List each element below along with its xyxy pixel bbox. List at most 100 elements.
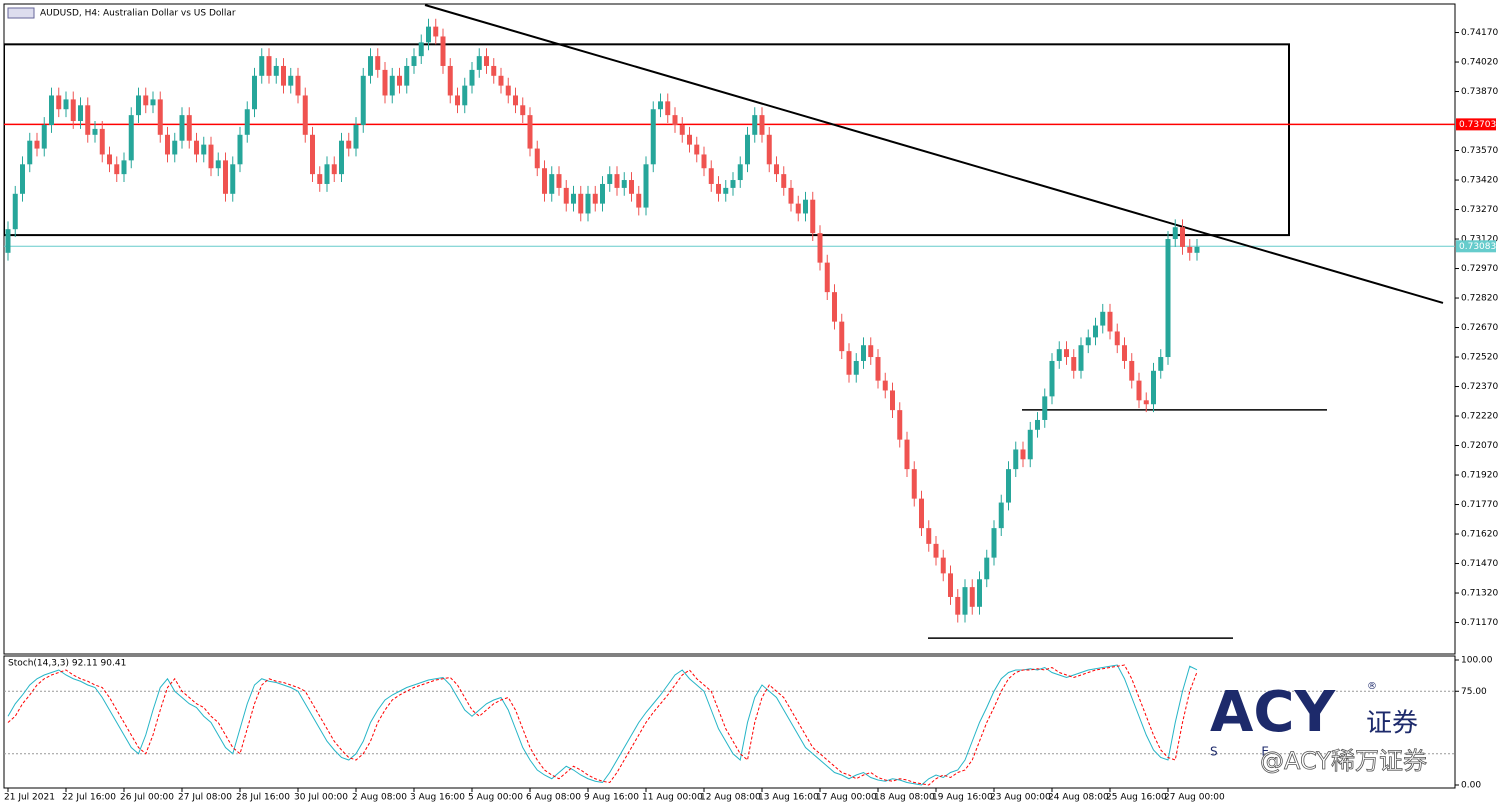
candle-body	[962, 587, 968, 615]
y-tick-label: 0.71770	[1461, 500, 1498, 510]
candle-body	[143, 95, 149, 106]
candle-body	[244, 109, 250, 135]
logo-cn: 证券	[1366, 709, 1418, 739]
candle-body	[331, 164, 337, 175]
candle-body	[578, 193, 584, 214]
candle-body	[360, 75, 366, 125]
y-tick-label: 0.72220	[1461, 412, 1498, 422]
candle-body	[926, 528, 932, 544]
candle-body	[368, 56, 373, 76]
candle-body	[563, 187, 569, 204]
candle-body	[440, 36, 446, 66]
price-tag	[1456, 118, 1496, 131]
x-tick-label: 24 Aug 08:00	[1048, 793, 1109, 803]
candle-body	[49, 95, 54, 125]
candle-body	[1078, 345, 1084, 371]
x-tick-label: 12 Aug 08:00	[700, 793, 761, 803]
candle-body	[447, 65, 453, 96]
candle-body	[1122, 345, 1127, 361]
y-tick-label: 0.71320	[1461, 589, 1498, 599]
candle-body	[1020, 449, 1026, 460]
candle-body	[803, 199, 808, 214]
x-tick-label: 23 Aug 00:00	[990, 793, 1051, 803]
x-tick-label: 25 Aug 16:00	[1106, 793, 1167, 803]
candle-body	[259, 56, 265, 76]
stoch-title: Stoch(14,3,3) 92.11 90.41	[8, 659, 126, 669]
candle-body	[977, 579, 982, 607]
candle-body	[1165, 239, 1171, 358]
x-tick-label: 19 Aug 16:00	[932, 793, 993, 803]
candle-body	[933, 543, 939, 558]
candle-body	[621, 180, 627, 188]
candle-body	[1006, 469, 1011, 503]
candle-body	[766, 134, 772, 165]
candle-body	[99, 128, 105, 155]
candle-body	[27, 140, 33, 165]
trendline	[424, 4, 1444, 304]
candle-body	[179, 115, 185, 141]
candle-body	[969, 587, 975, 607]
candle-body	[781, 174, 787, 188]
candle-body	[469, 69, 475, 86]
chart-title: AUDUSD, H4: Australian Dollar vs US Doll…	[40, 9, 236, 19]
y2-tick-label: 75.00	[1461, 687, 1487, 697]
candle-body	[846, 351, 852, 375]
candle-body	[5, 229, 11, 253]
candle-body	[150, 99, 156, 106]
candle-body	[455, 95, 460, 106]
candle-body	[339, 140, 344, 175]
candle-body	[955, 596, 961, 615]
candle-body	[737, 164, 743, 181]
stoch-line	[7, 664, 1198, 786]
x-tick-label: 6 Aug 08:00	[526, 793, 581, 803]
candle-body	[665, 101, 671, 116]
candle-body	[592, 193, 598, 204]
candle-body	[78, 105, 83, 122]
price-tag-label: 0.73703	[1459, 120, 1496, 130]
y-tick-label: 0.71920	[1461, 471, 1498, 481]
y-tick-label: 0.73870	[1461, 87, 1498, 97]
y-tick-label: 0.71470	[1461, 559, 1498, 569]
y-tick-label: 0.74020	[1461, 58, 1498, 68]
y-tick-label: 0.72070	[1461, 441, 1498, 451]
candle-body	[353, 124, 359, 149]
y-tick-label: 0.71170	[1461, 618, 1498, 628]
candle-body	[114, 164, 120, 175]
candle-body	[643, 164, 649, 208]
candle-body	[708, 168, 714, 184]
candle-body	[41, 124, 47, 149]
x-tick-label: 11 Aug 00:00	[642, 793, 703, 803]
candle-body	[1100, 311, 1106, 326]
x-tick-label: 28 Jul 16:00	[236, 793, 290, 803]
x-tick-label: 27 Jul 08:00	[178, 793, 232, 803]
candle-body	[795, 203, 801, 214]
candle-body	[273, 65, 279, 76]
price-tag	[1456, 240, 1496, 253]
candle-body	[882, 380, 888, 391]
candle-body	[397, 75, 402, 86]
candle-body	[513, 95, 518, 106]
y-tick-label: 0.72370	[1461, 382, 1498, 392]
candle-body	[194, 140, 199, 155]
candle-body	[237, 134, 243, 165]
candle-body	[288, 75, 294, 86]
candle-body	[201, 144, 207, 155]
candle-body	[629, 180, 634, 194]
candle-body	[1049, 360, 1055, 397]
candle-body	[832, 292, 837, 322]
candle-body	[556, 174, 562, 188]
candle-body	[607, 174, 613, 184]
candle-body	[752, 115, 758, 135]
candle-body	[948, 573, 953, 597]
x-tick-label: 26 Jul 00:00	[120, 793, 174, 803]
candle-body	[223, 160, 228, 194]
y-tick-label: 0.72520	[1461, 353, 1498, 363]
candle-body	[542, 168, 547, 194]
candle-body	[875, 357, 881, 381]
candle-body	[1151, 370, 1156, 405]
main-frame	[3, 3, 1456, 655]
candle-body	[418, 42, 424, 57]
candle-body	[34, 140, 40, 149]
candle-body	[759, 115, 765, 135]
candle-body	[520, 105, 526, 116]
